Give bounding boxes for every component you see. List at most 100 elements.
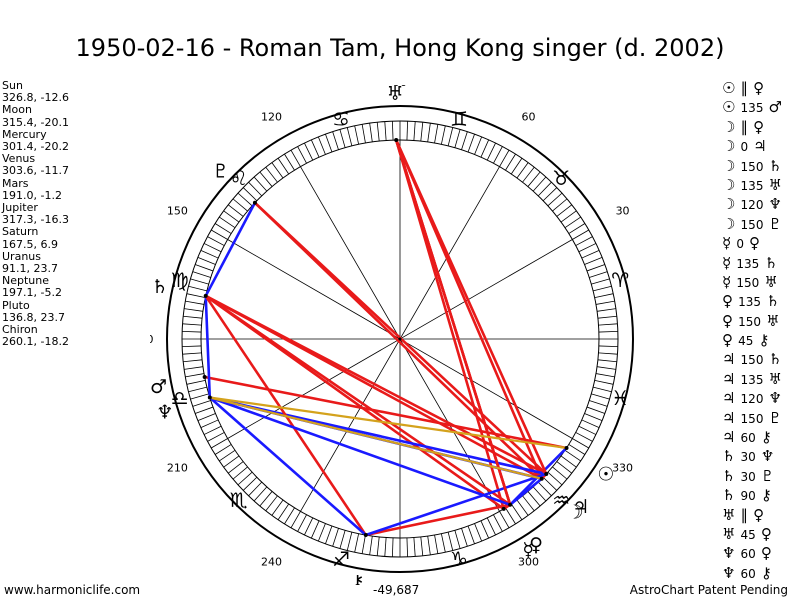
degree-tick xyxy=(214,223,232,234)
degree-label: 180 xyxy=(150,333,154,346)
degree-tick xyxy=(207,236,225,246)
aspect-angle: 135 xyxy=(740,178,764,193)
degree-tick xyxy=(361,124,366,144)
mars-marker xyxy=(202,374,207,379)
degree-tick xyxy=(188,285,208,292)
degree-tick xyxy=(505,507,516,525)
degree-tick xyxy=(190,393,209,400)
degree-tick xyxy=(184,366,203,370)
venus-icon: ♀ xyxy=(753,79,765,97)
degree-tick xyxy=(339,129,346,148)
aspect-line-venus-saturn xyxy=(204,294,512,507)
aspect-angle: 135 xyxy=(736,256,760,271)
degree-tick xyxy=(265,166,278,183)
degree-tick xyxy=(568,223,586,234)
virgo-sign-icon: ♍ xyxy=(171,268,189,292)
degree-tick xyxy=(592,285,612,292)
footer-site-link[interactable]: www.harmoniclife.com xyxy=(4,583,141,597)
uranus-icon: ♅ xyxy=(722,524,736,543)
neptune-icon: ♆ xyxy=(768,389,782,408)
degree-tick xyxy=(493,514,503,532)
venus-icon: ♀ xyxy=(529,534,543,556)
degree-tick xyxy=(427,123,431,142)
aspect-angle: 30 xyxy=(740,469,756,484)
degree-tick xyxy=(203,425,222,435)
mercury-icon: ☿ xyxy=(722,253,732,272)
aspect-angle: 45 xyxy=(740,527,756,542)
degree-tick xyxy=(406,537,409,557)
degree-tick xyxy=(297,514,307,532)
chiron-icon: ⚷ xyxy=(760,428,772,447)
outer-circle xyxy=(166,105,634,573)
planet-position-moon: 315.4, -20.1 xyxy=(2,115,69,129)
degree-tick xyxy=(560,455,577,468)
aspect-angle: 30 xyxy=(740,450,756,465)
degree-tick xyxy=(581,419,600,429)
planet-position-chiron: 260.1, -18.2 xyxy=(2,335,69,349)
moon-icon: ☽ xyxy=(722,175,736,194)
degree-tick xyxy=(537,481,552,497)
degree-tick xyxy=(237,192,253,207)
gemini-sign-icon: ♊ xyxy=(450,107,468,131)
aspect-row: ☿ 135 ♄ xyxy=(722,253,800,272)
moon-icon: ☽ xyxy=(567,502,584,524)
aspect-row: ☽ ∥ ♀ xyxy=(722,117,800,136)
jupiter-icon: ♃ xyxy=(572,496,589,518)
degree-tick xyxy=(427,536,431,555)
degree-tick xyxy=(510,158,523,175)
degree-tick xyxy=(578,425,597,435)
pluto-icon: ♇ xyxy=(768,408,782,427)
degree-tick xyxy=(598,330,618,333)
neptune-icon: ♆ xyxy=(760,447,775,466)
uranus-icon: ♅ xyxy=(768,369,782,388)
planet-name-mercury: Mercury xyxy=(2,127,47,141)
planet-position-pluto: 136.8, 23.7 xyxy=(2,310,65,324)
degree-tick xyxy=(532,486,547,502)
degree-tick xyxy=(391,537,394,557)
degree-tick xyxy=(413,121,416,141)
jupiter-icon: ♃ xyxy=(722,428,736,447)
degree-tick xyxy=(265,495,278,512)
degree-tick xyxy=(420,536,424,556)
aspect-row: ♆ 60 ⚷ xyxy=(722,563,800,582)
aspect-angle: 150 xyxy=(740,411,764,426)
mars-icon: ♂ xyxy=(150,376,167,398)
jupiter-icon: ♃ xyxy=(722,350,736,369)
degree-tick xyxy=(346,531,353,551)
sun-icon: ☉ xyxy=(722,79,736,97)
degree-tick xyxy=(584,256,603,265)
degree-tick xyxy=(467,134,475,153)
aspect-row: ☿ 150 ♅ xyxy=(722,272,800,291)
aspect-row: ☉ 135 ♂ xyxy=(722,97,800,116)
degree-tick xyxy=(369,123,373,142)
degree-tick xyxy=(253,176,268,192)
neptune-icon: ♆ xyxy=(722,544,736,563)
degree-tick xyxy=(589,400,608,407)
aspect-row: ♀ 150 ♅ xyxy=(722,311,800,330)
planet-position-sun: 326.8, -12.6 xyxy=(2,91,69,105)
venus-icon: ♀ xyxy=(760,524,772,543)
sun-marker xyxy=(564,445,569,450)
aspect-row: ♀ 45 ⚷ xyxy=(722,330,800,349)
degree-tick xyxy=(597,359,617,363)
aspect-line-venus-chiron xyxy=(364,503,512,537)
aspect-row: ☽ 135 ♅ xyxy=(722,175,800,194)
degree-tick xyxy=(586,406,605,414)
degree-label: 210 xyxy=(167,462,188,475)
degree-tick xyxy=(297,146,307,164)
jupiter-marker xyxy=(544,471,549,476)
degree-tick xyxy=(556,461,573,474)
degree-tick xyxy=(598,323,618,326)
aspect-row: ☽ 120 ♆ xyxy=(722,194,800,213)
degree-tick xyxy=(227,204,244,217)
degree-tick xyxy=(447,127,454,147)
degree-tick xyxy=(480,520,490,539)
aspect-angle: 150 xyxy=(740,217,764,232)
planet-position-uranus: 91.1, 23.7 xyxy=(2,262,58,276)
chiron-icon: ⚷ xyxy=(758,331,770,350)
degree-tick xyxy=(310,139,320,158)
degree-tick xyxy=(522,495,535,512)
venus-icon: ♀ xyxy=(753,117,765,136)
degree-tick xyxy=(597,308,616,312)
aspect-row: ♃ 60 ⚷ xyxy=(722,427,800,446)
